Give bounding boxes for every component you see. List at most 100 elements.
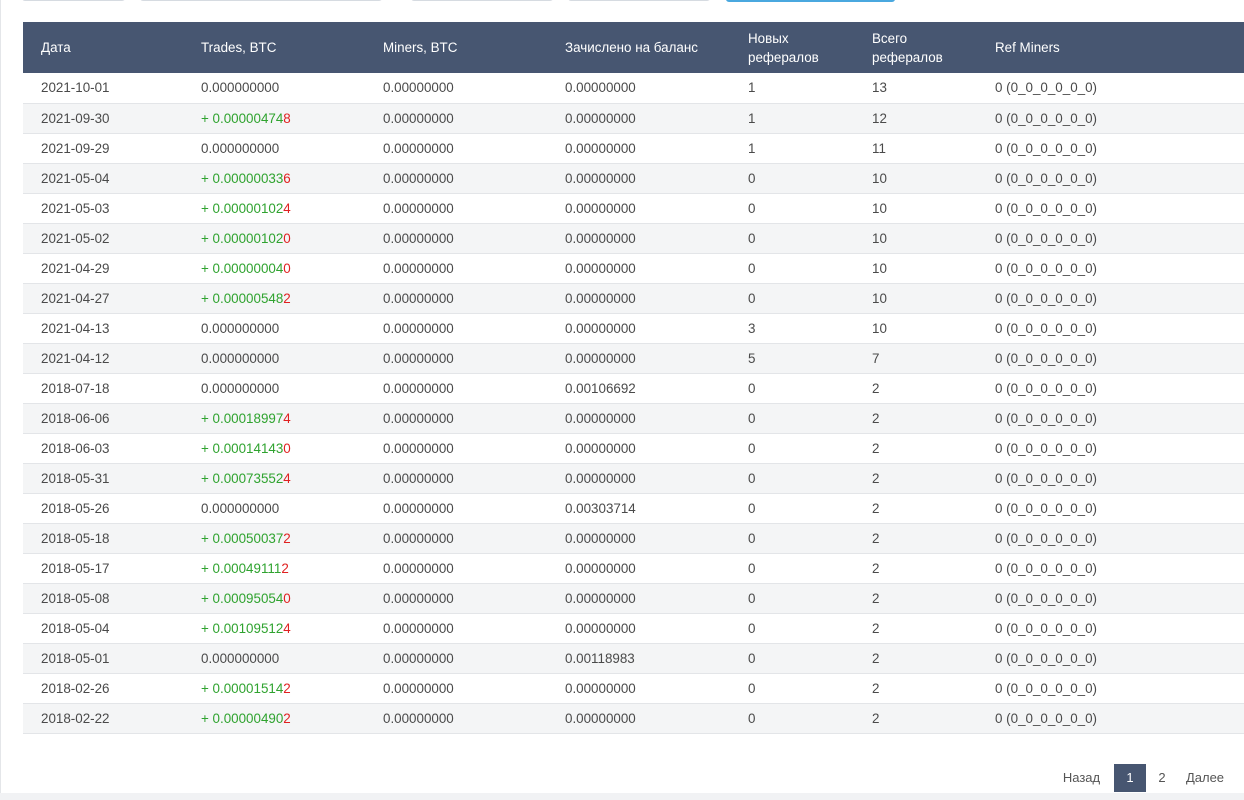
trade-value: 0.00018997 [212, 410, 284, 426]
cell-new-referrals: 0 [748, 590, 756, 606]
table-row: 2018-06-03 + 0.000141430 0.00000000 0.00000… [23, 433, 1244, 463]
cell-total-referrals: 2 [872, 410, 880, 426]
trade-value: 0.000000000 [201, 380, 280, 396]
cell-trades: + 0.000141430 [183, 433, 365, 463]
cell-ref-miners: 0 (0_0_0_0_0_0) [995, 380, 1098, 396]
column-header-total-referrals[interactable]: Всего рефералов [872, 30, 943, 65]
table-row: 2021-04-13 0.000000000 0.00000000 0.0000000… [23, 313, 1244, 343]
cell-total-referrals: 2 [872, 440, 880, 456]
cell-new-referrals: 3 [748, 320, 756, 336]
cell-total-referrals: 2 [872, 530, 880, 546]
filter-field[interactable] [22, 0, 125, 1]
cell-credited: 0.00000000 [565, 170, 636, 186]
trade-last-digit: 2 [283, 290, 291, 306]
cell-date: 2018-05-18 [41, 530, 110, 546]
trade-last-digit: 0 [283, 230, 291, 246]
cell-trades: + 0.000015142 [183, 673, 365, 703]
cell-miners: 0.00000000 [383, 290, 454, 306]
cell-ref-miners: 0 (0_0_0_0_0_0) [995, 590, 1098, 606]
column-header-date[interactable]: Дата [41, 40, 71, 55]
cell-credited: 0.00106692 [565, 380, 636, 396]
column-header-trades[interactable]: Trades, BTC [201, 40, 277, 55]
cell-date: 2021-04-29 [41, 260, 110, 276]
cell-credited: 0.00118983 [565, 650, 635, 666]
pagination-prev-button[interactable]: Назад [1062, 770, 1101, 785]
column-header-credited[interactable]: Зачислено на баланс [565, 40, 698, 55]
cell-credited: 0.00000000 [565, 710, 636, 726]
pagination-next-button[interactable]: Далее [1185, 770, 1225, 785]
cell-total-referrals: 2 [872, 470, 880, 486]
cell-credited: 0.00000000 [565, 350, 636, 366]
cell-ref-miners: 0 (0_0_0_0_0_0) [995, 620, 1098, 636]
cell-trades: + 0.000000040 [183, 253, 365, 283]
column-header-ref-miners[interactable]: Ref Miners [995, 40, 1060, 55]
trade-value: 0.00049111 [212, 560, 282, 576]
cell-miners: 0.00000000 [383, 620, 454, 636]
trade-value: 0.00050037 [212, 530, 284, 546]
cell-credited: 0.00000000 [565, 410, 636, 426]
cell-credited: 0.00000000 [565, 620, 636, 636]
cell-new-referrals: 0 [748, 230, 756, 246]
pagination-page-2[interactable]: 2 [1158, 770, 1166, 785]
cell-ref-miners: 0 (0_0_0_0_0_0) [995, 80, 1098, 96]
cell-miners: 0.00000000 [383, 350, 454, 366]
trade-sign: + [201, 590, 213, 606]
cell-total-referrals: 10 [872, 320, 887, 336]
cell-date: 2018-06-03 [41, 440, 110, 456]
cell-date: 2021-04-13 [41, 320, 110, 336]
cell-miners: 0.00000000 [383, 470, 454, 486]
table-row: 2018-05-04 + 0.001095124 0.00000000 0.00000… [23, 613, 1244, 643]
cell-total-referrals: 2 [872, 380, 880, 396]
cell-date: 2021-05-02 [41, 230, 110, 246]
column-header-miners[interactable]: Miners, BTC [383, 40, 458, 55]
cell-trades: + 0.001095124 [183, 613, 365, 643]
cell-total-referrals: 2 [872, 500, 880, 516]
trade-value: 0.00000548 [212, 290, 284, 306]
cell-ref-miners: 0 (0_0_0_0_0_0) [995, 440, 1098, 456]
cell-miners: 0.00000000 [383, 710, 454, 726]
filter-apply-button[interactable] [726, 0, 895, 2]
column-header-new-referrals[interactable]: Новых рефералов [748, 30, 819, 65]
footer-band [0, 793, 1244, 800]
cell-total-referrals: 2 [872, 620, 880, 636]
table-header: Дата Trades, BTC Miners, BTC Зачислено н… [23, 22, 1244, 73]
filter-field[interactable] [568, 0, 710, 1]
stats-table: Дата Trades, BTC Miners, BTC Зачислено н… [23, 22, 1244, 734]
filter-field[interactable] [411, 0, 553, 1]
trade-sign: + [201, 290, 213, 306]
cell-total-referrals: 2 [872, 590, 880, 606]
table-row: 2018-05-01 0.000000000 0.00000000 0.0011898… [23, 643, 1244, 673]
trade-last-digit: 8 [283, 110, 291, 126]
cell-total-referrals: 2 [872, 650, 880, 666]
trade-value: 0.00095054 [212, 590, 284, 606]
trade-sign: + [201, 200, 213, 216]
trade-last-digit: 2 [283, 710, 291, 726]
cell-miners: 0.00000000 [383, 590, 454, 606]
table-row: 2021-05-02 + 0.000001020 0.00000000 0.00000… [23, 223, 1244, 253]
trade-sign: + [201, 440, 213, 456]
trade-sign: + [201, 530, 213, 546]
cell-date: 2018-05-04 [41, 620, 110, 636]
cell-date: 2018-05-08 [41, 590, 110, 606]
cell-miners: 0.00000000 [383, 260, 454, 276]
trade-last-digit: 4 [283, 620, 291, 636]
cell-miners: 0.00000000 [383, 380, 454, 396]
cell-ref-miners: 0 (0_0_0_0_0_0) [995, 290, 1098, 306]
table-row: 2021-04-12 0.000000000 0.00000000 0.0000000… [23, 343, 1244, 373]
cell-credited: 0.00000000 [565, 290, 636, 306]
cell-miners: 0.00000000 [383, 320, 454, 336]
trade-value: 0.00000102 [212, 230, 284, 246]
trade-last-digit: 0 [283, 590, 291, 606]
filter-field[interactable] [140, 0, 382, 1]
cell-trades: + 0.000004748 [183, 103, 365, 133]
cell-ref-miners: 0 (0_0_0_0_0_0) [995, 200, 1098, 216]
table-row: 2021-10-01 0.000000000 0.00000000 0.0000000… [23, 73, 1244, 103]
table-row: 2018-02-22 + 0.000004902 0.00000000 0.00000… [23, 703, 1244, 733]
trade-sign: + [201, 710, 213, 726]
trade-value: 0.00001514 [212, 680, 284, 696]
trade-value: 0.000000000 [201, 140, 280, 156]
pagination-page-1[interactable]: 1 [1114, 764, 1146, 792]
cell-miners: 0.00000000 [383, 440, 454, 456]
cell-new-referrals: 0 [748, 680, 756, 696]
cell-miners: 0.00000000 [383, 680, 454, 696]
